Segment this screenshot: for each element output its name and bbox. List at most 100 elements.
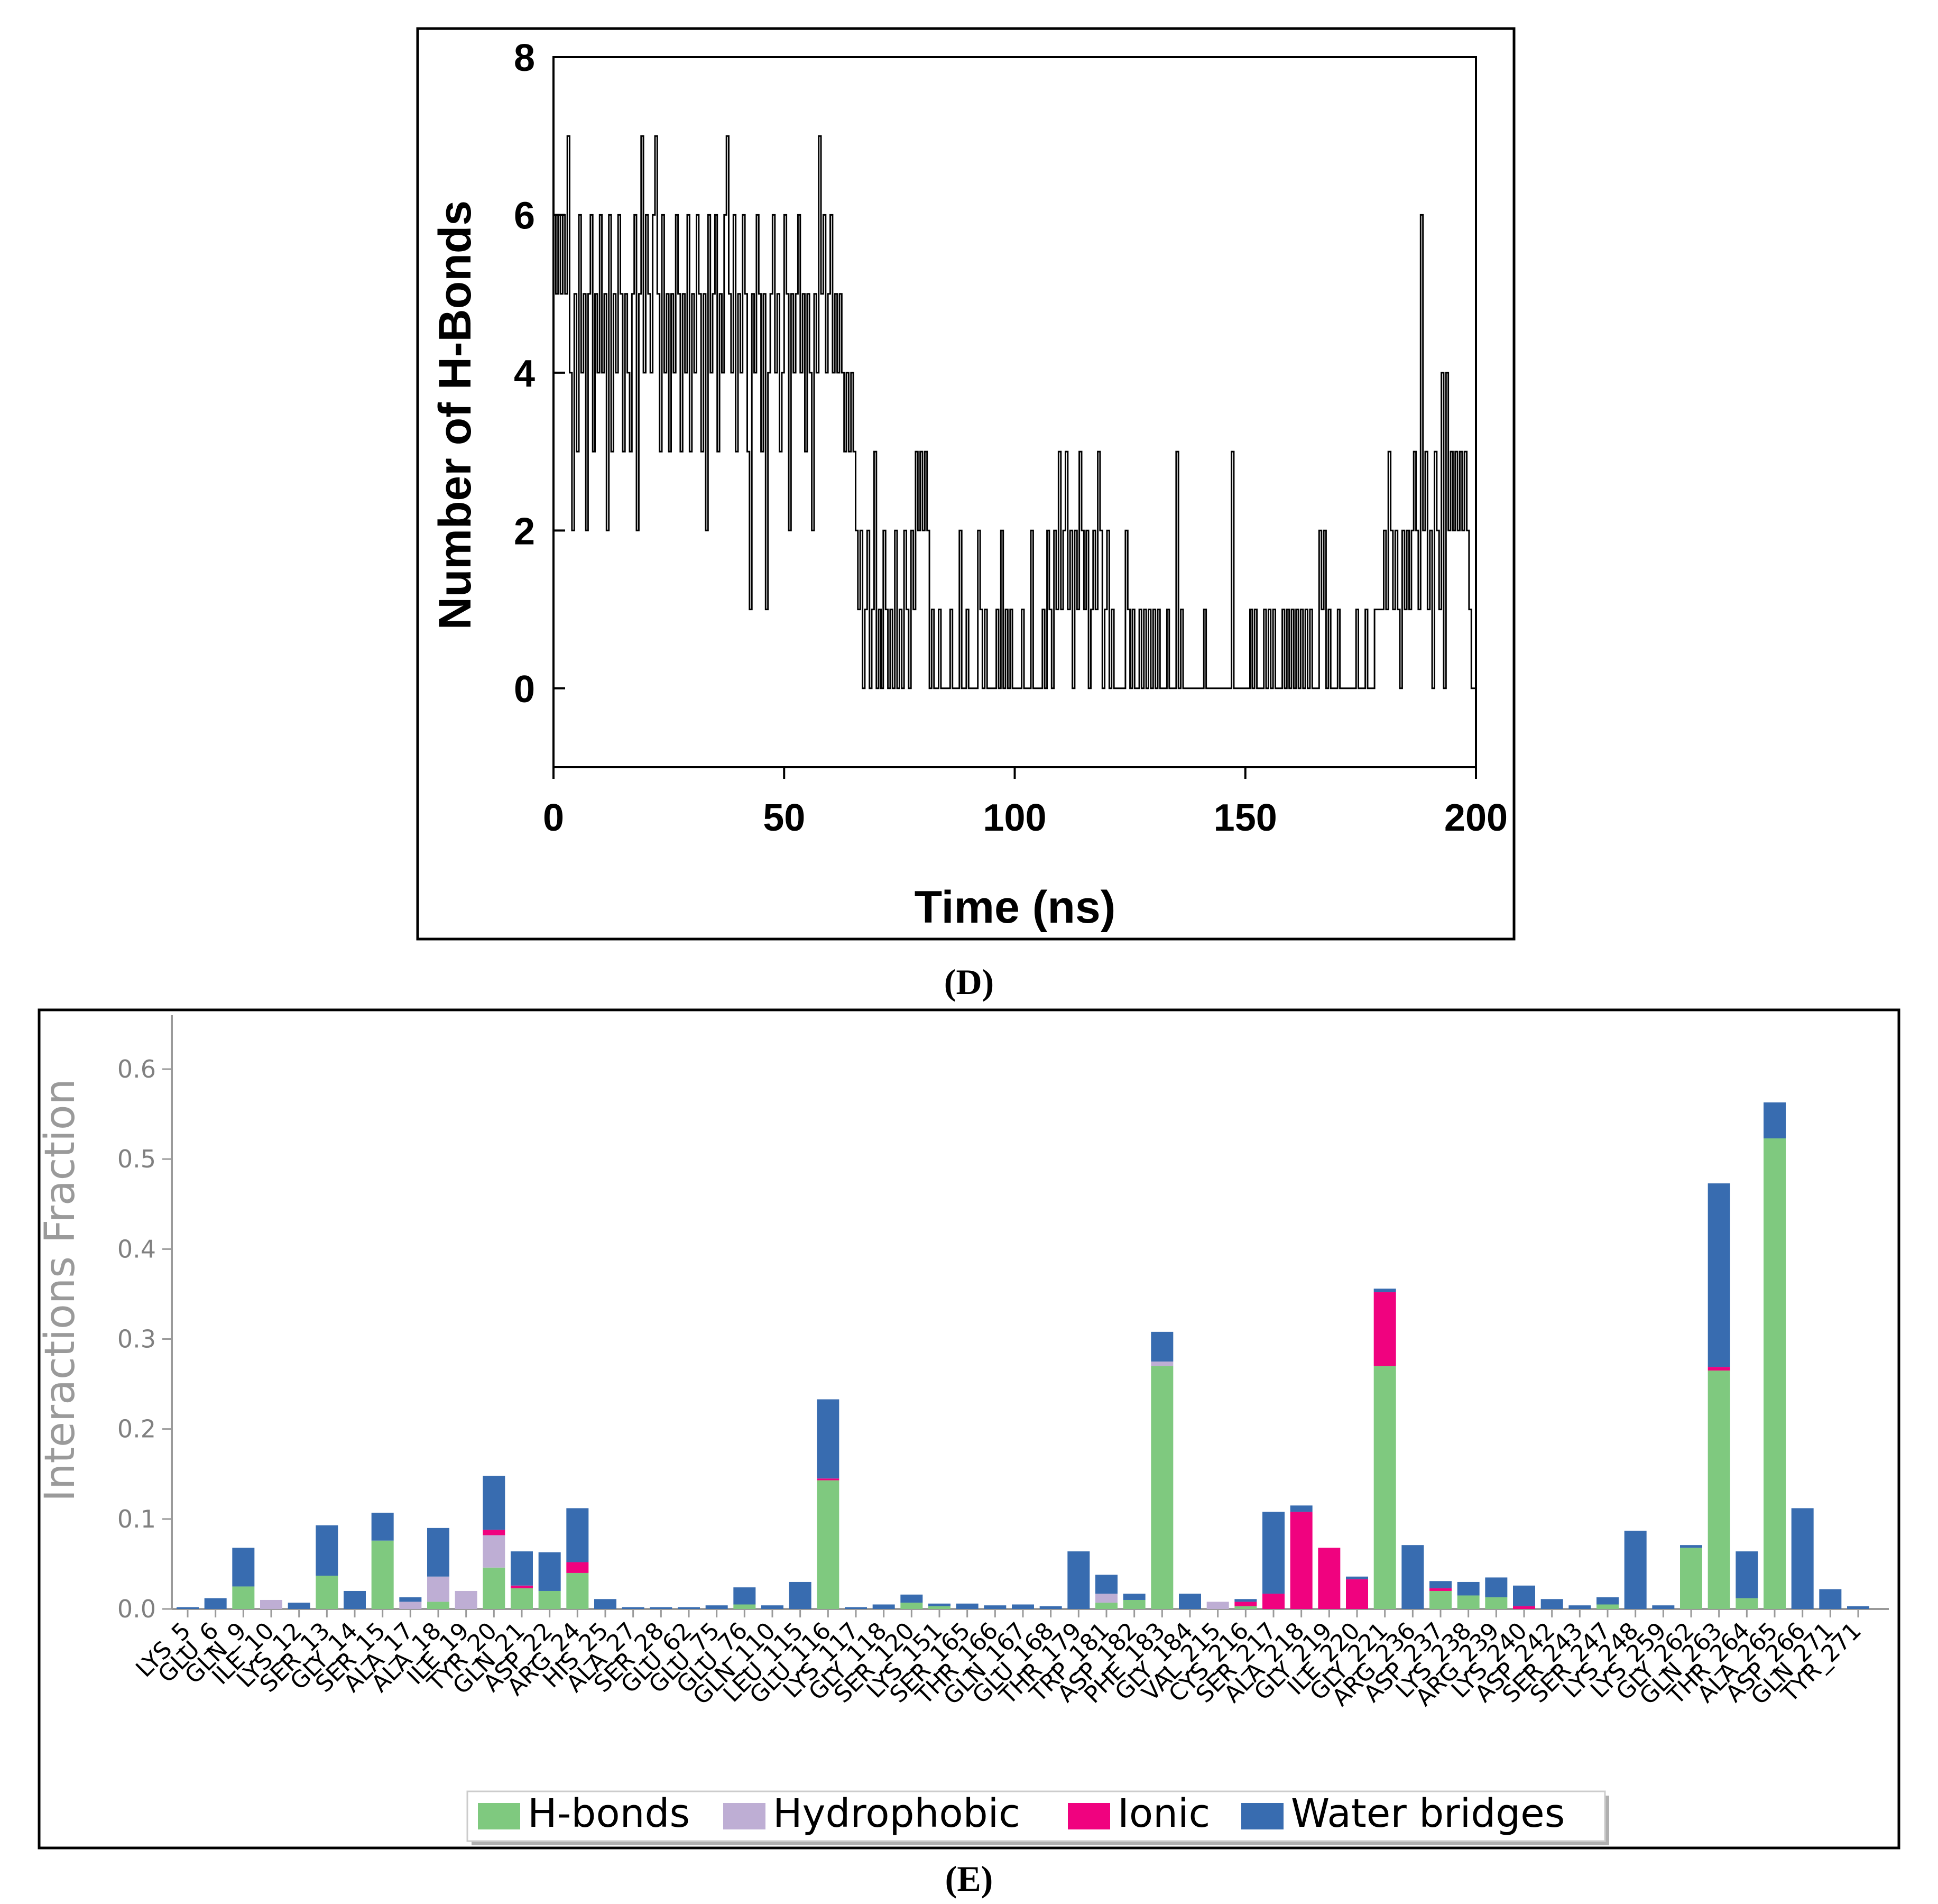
bar-ionic-ala-218 (1290, 1512, 1313, 1609)
bar-h-bonds-ala-265 (1764, 1138, 1786, 1609)
legend-swatch-ionic (1068, 1803, 1110, 1829)
h-bonds-series-line (553, 135, 1477, 689)
bar-h-bonds-glu-76 (733, 1604, 756, 1609)
panel-e-bars (177, 1102, 1869, 1609)
bar-water-bridges-asp-237 (1429, 1581, 1452, 1588)
bar-h-bonds-arg-239 (1485, 1597, 1508, 1609)
panel-e-caption: (E) (945, 1859, 993, 1899)
bar-water-bridges-ala-17 (399, 1597, 422, 1602)
bar-h-bonds-tyr-20 (483, 1567, 505, 1609)
bar-water-bridges-ile-220 (1346, 1576, 1368, 1579)
bar-water-bridges-gly-184 (1179, 1594, 1201, 1609)
panel-d-caption: (D) (944, 962, 994, 1002)
bar-h-bonds-asp-237 (1429, 1590, 1452, 1609)
y-tick-label: 0 (514, 668, 535, 711)
bar-water-bridges-thr-179 (1067, 1551, 1090, 1609)
bar-h-bonds-asp-182 (1123, 1599, 1146, 1609)
panel-e-y-axis-label: Interactions Fraction (36, 1079, 84, 1502)
x-tick-label: 150 (1214, 797, 1277, 839)
panel-e-legend: H-bonds Hydrophobic Ionic Water bridges (466, 1790, 1609, 1845)
panel-e: 0.0 0.1 0.2 0.3 0.4 0.5 0.6 LYS_5GLU_6GLN_9ILE… (36, 1008, 1900, 1850)
bar-water-bridges-asp-182 (1123, 1594, 1146, 1600)
bar-ionic-cys-216 (1234, 1602, 1257, 1606)
y-tick-label: 0.2 (117, 1415, 156, 1443)
bar-water-bridges-ser-120 (900, 1594, 923, 1603)
y-tick-label: 2 (514, 510, 535, 553)
bar-water-bridges-trp-181 (1095, 1575, 1118, 1594)
bar-h-bonds-phe-183 (1151, 1366, 1174, 1609)
bar-h-bonds-glu-116 (817, 1480, 839, 1609)
bar-h-bonds-lys-238 (1457, 1595, 1480, 1609)
bar-h-bonds-ser-15 (371, 1540, 394, 1609)
bar-water-bridges-asp-22 (538, 1552, 561, 1591)
x-tick-label: 0 (543, 797, 564, 839)
bar-hydrophobic-trp-181 (1095, 1594, 1118, 1603)
bar-water-bridges-lys-238 (1457, 1581, 1480, 1596)
bar-water-bridges-lys-240 (1513, 1585, 1535, 1606)
legend-box (466, 1790, 1606, 1842)
y-tick-label: 0.1 (117, 1505, 156, 1533)
bar-water-bridges-ser-15 (371, 1512, 394, 1541)
x-tick-label: 50 (763, 797, 805, 839)
panel-e-x-ticks: LYS_5GLU_6GLN_9ILE_10LYS_12SER_13GLY_14S… (131, 1609, 1867, 1712)
y-tick-label: 8 (514, 37, 535, 79)
y-tick-label: 0.5 (117, 1145, 156, 1173)
bar-water-bridges-ala-27 (622, 1607, 644, 1609)
bar-h-bonds-arg-24 (566, 1572, 589, 1609)
legend-label: Hydrophobic (773, 1791, 1020, 1836)
bar-ionic-gln-263 (1708, 1367, 1730, 1371)
bar-water-bridges-gly-221 (1373, 1289, 1396, 1293)
bar-ionic-arg-24 (566, 1562, 589, 1573)
bar-water-bridges-tyr-20 (483, 1476, 505, 1530)
bar-h-bonds-asp-22 (538, 1590, 561, 1609)
legend-swatch-h-bonds (478, 1803, 520, 1829)
bar-h-bonds-gly-221 (1373, 1366, 1396, 1609)
bar-water-bridges-glu-75 (705, 1605, 728, 1609)
bar-h-bonds-gly-262 (1680, 1548, 1702, 1609)
panel-e-y-ticks: 0.0 0.1 0.2 0.3 0.4 0.5 0.6 (117, 1055, 172, 1623)
bar-h-bonds-cys-216 (1234, 1606, 1257, 1609)
bar-water-bridges-arg-236 (1401, 1545, 1424, 1609)
bar-h-bonds-gln-21 (511, 1588, 533, 1609)
bar-ionic-tyr-20 (483, 1530, 505, 1535)
bar-hydrophobic-ala-17 (399, 1602, 422, 1609)
bar-water-bridges-cys-216 (1234, 1599, 1257, 1602)
bar-water-bridges-lys-248 (1624, 1530, 1647, 1609)
bar-water-bridges-gly-262 (1680, 1545, 1702, 1548)
bar-water-bridges-gln-263 (1708, 1183, 1730, 1367)
bar-ionic-asp-237 (1429, 1588, 1452, 1591)
bar-water-bridges-thr-166 (984, 1605, 1007, 1609)
bar-water-bridges-ser-247 (1596, 1597, 1619, 1605)
legend-label: Water bridges (1291, 1791, 1565, 1836)
bar-hydrophobic-tyr-20 (483, 1535, 505, 1568)
bar-hydrophobic-val-215 (1206, 1602, 1229, 1609)
bar-water-bridges-glu-62 (678, 1607, 700, 1609)
bar-water-bridges-gln-21 (511, 1551, 533, 1586)
bar-water-bridges-gln-271 (1819, 1589, 1842, 1609)
bar-hydrophobic-ile-10 (260, 1599, 282, 1609)
bar-water-bridges-gly-118 (872, 1604, 895, 1609)
y-tick-label: 0.0 (117, 1595, 156, 1623)
legend-swatch-water-bridges (1241, 1803, 1284, 1829)
x-tick-label: 200 (1444, 797, 1508, 839)
bar-h-bonds-gln-263 (1708, 1370, 1730, 1609)
bar-h-bonds-ala-18 (427, 1602, 449, 1609)
legend-label: Ionic (1118, 1791, 1210, 1836)
bar-h-bonds-ser-120 (900, 1603, 923, 1609)
legend-swatch-hydrophobic (723, 1803, 765, 1829)
bar-water-bridges-glu-76 (733, 1587, 756, 1605)
panel-d-series (553, 135, 1477, 689)
bar-h-bonds-trp-181 (1095, 1603, 1118, 1609)
bar-ionic-ile-220 (1346, 1579, 1368, 1609)
bar-hydrophobic-ala-18 (427, 1576, 449, 1602)
bar-h-bonds-ser-13 (316, 1576, 338, 1609)
bar-water-bridges-leu-115 (789, 1581, 811, 1609)
bar-water-bridges-asp-242 (1540, 1599, 1563, 1609)
bar-water-bridges-thr-264 (1736, 1551, 1758, 1598)
bar-water-bridges-asp-266 (1791, 1508, 1814, 1609)
bar-water-bridges-lys-12 (288, 1603, 310, 1609)
y-tick-label: 6 (514, 195, 535, 237)
bar-water-bridges-ser-28 (650, 1607, 672, 1609)
panel-d-y-ticks: 0 2 4 6 8 (514, 37, 565, 711)
bar-water-bridges-tyr-271 (1847, 1606, 1869, 1609)
